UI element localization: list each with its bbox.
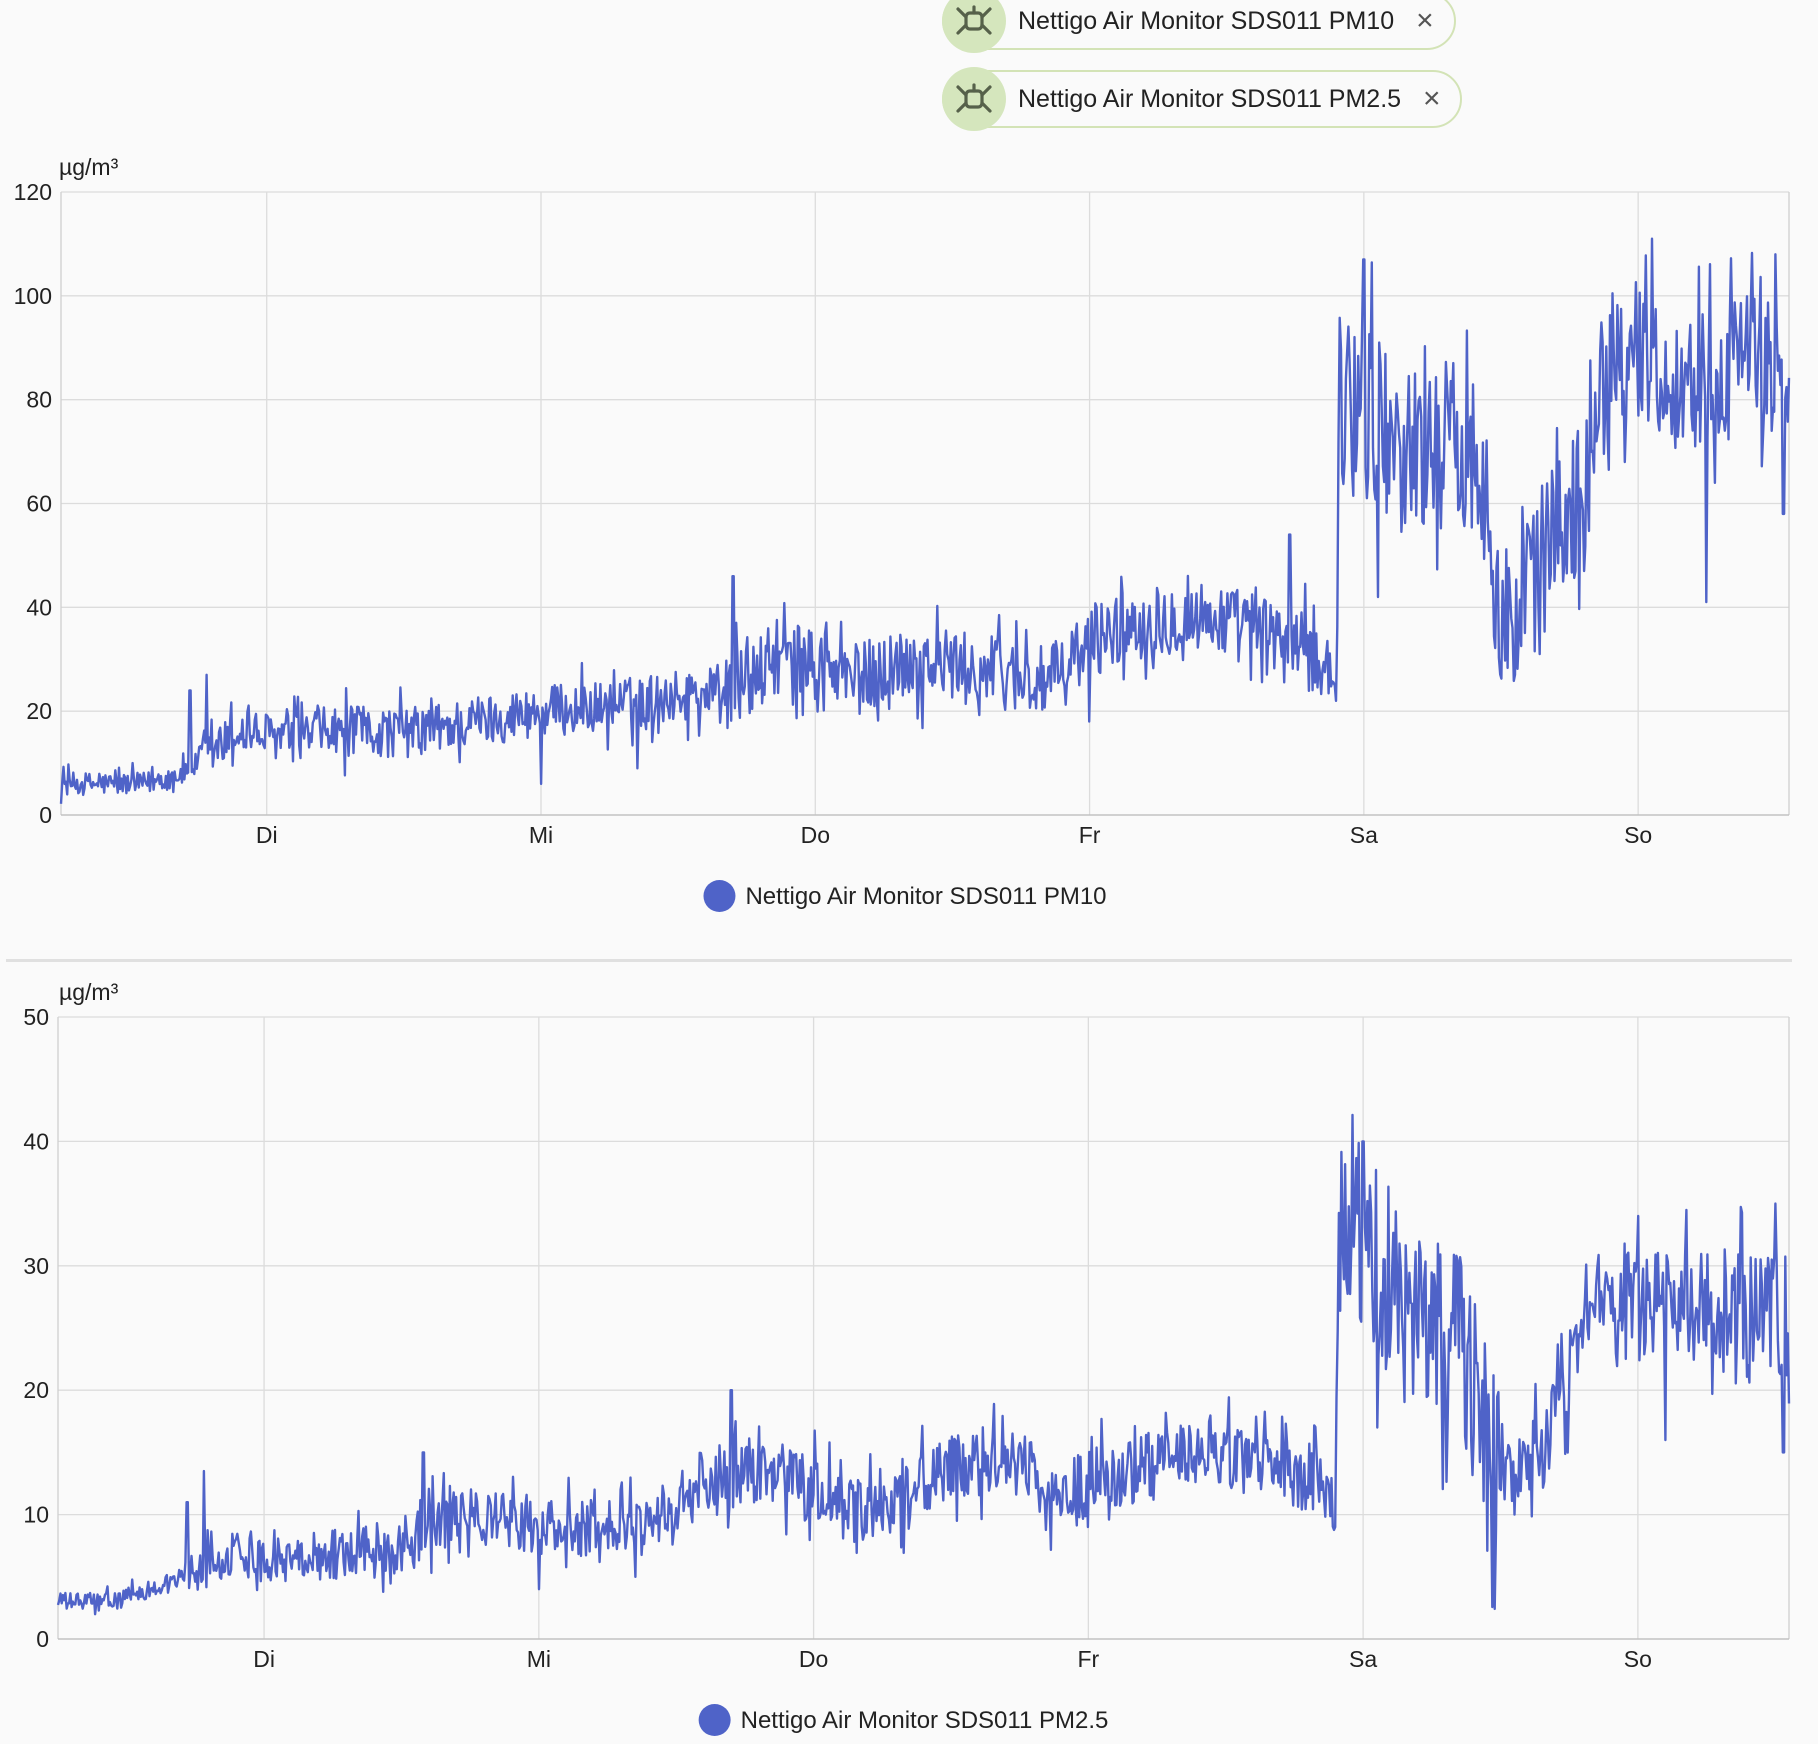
x-tick-label: Fr bbox=[1079, 822, 1101, 848]
chip-label: Nettigo Air Monitor SDS011 PM10 bbox=[1018, 6, 1395, 35]
x-tick-label: Do bbox=[799, 1646, 828, 1672]
chip-pm10[interactable]: Nettigo Air Monitor SDS011 PM10 × bbox=[942, 0, 1456, 53]
legend-label: Nettigo Air Monitor SDS011 PM10 bbox=[745, 883, 1106, 910]
y-tick-label: 60 bbox=[26, 491, 52, 517]
chip-label: Nettigo Air Monitor SDS011 PM2.5 bbox=[1018, 84, 1402, 113]
x-tick-label: Di bbox=[256, 822, 278, 848]
y-tick-label: 10 bbox=[23, 1502, 49, 1528]
x-tick-label: Mi bbox=[529, 822, 553, 848]
legend-label: Nettigo Air Monitor SDS011 PM2.5 bbox=[741, 1707, 1109, 1734]
y-tick-label: 120 bbox=[14, 179, 52, 205]
y-tick-label: 80 bbox=[26, 387, 52, 413]
close-icon[interactable]: × bbox=[1423, 82, 1441, 115]
x-tick-label: Sa bbox=[1350, 822, 1378, 848]
y-unit-label: µg/m³ bbox=[59, 154, 119, 180]
y-tick-label: 0 bbox=[36, 1626, 49, 1652]
sensor-icon bbox=[942, 67, 1006, 131]
legend-swatch bbox=[698, 1704, 731, 1736]
pm25-chart: µg/m³ 0 10 20 30 40 50 Di Mi Do Fr Sa So Nettigo Air … bbox=[23, 979, 1791, 1736]
chart-divider bbox=[6, 959, 1792, 962]
y-unit-label: µg/m³ bbox=[59, 979, 119, 1005]
y-tick-label: 20 bbox=[23, 1377, 49, 1403]
series-line bbox=[56, 1113, 1791, 1616]
y-tick-label: 0 bbox=[39, 802, 52, 828]
series-line bbox=[59, 237, 1791, 804]
x-tick-label: Do bbox=[801, 822, 830, 848]
chip-pm25[interactable]: Nettigo Air Monitor SDS011 PM2.5 × bbox=[942, 67, 1462, 131]
y-tick-label: 50 bbox=[23, 1004, 49, 1030]
y-tick-label: 20 bbox=[26, 698, 52, 724]
y-tick-label: 40 bbox=[26, 594, 52, 620]
x-tick-label: Fr bbox=[1077, 1646, 1099, 1672]
x-tick-label: Sa bbox=[1349, 1646, 1377, 1672]
x-tick-label: So bbox=[1624, 1646, 1652, 1672]
sensor-icon bbox=[942, 0, 1006, 53]
x-tick-label: So bbox=[1624, 822, 1652, 848]
pm10-chart: µg/m³ 0 20 40 60 80 100 120 Di Mi Do Fr Sa So Nettigo … bbox=[14, 154, 1791, 912]
x-tick-label: Mi bbox=[527, 1646, 551, 1672]
x-tick-label: Di bbox=[253, 1646, 275, 1672]
y-tick-label: 100 bbox=[14, 283, 52, 309]
close-icon[interactable]: × bbox=[1416, 4, 1434, 37]
legend-swatch bbox=[703, 880, 736, 912]
y-tick-label: 40 bbox=[23, 1128, 49, 1154]
y-tick-label: 30 bbox=[23, 1253, 49, 1279]
